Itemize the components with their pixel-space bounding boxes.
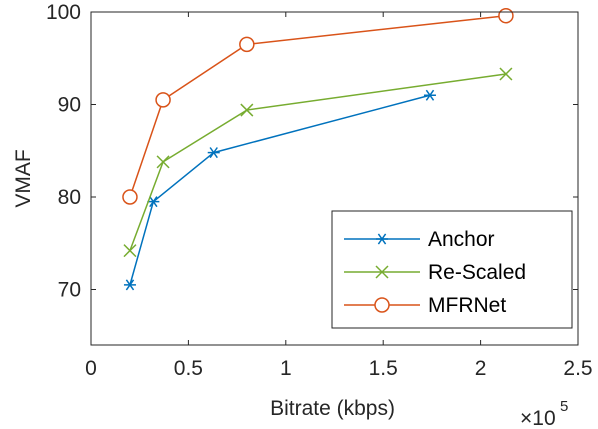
data-point-anchor: [147, 196, 160, 208]
series-line-mfrnet: [129, 14, 507, 198]
data-point-mfrnet: [239, 36, 255, 53]
x-exponent-power: 5: [560, 398, 568, 415]
legend-label-anchor: Anchor: [428, 228, 495, 251]
x-tick-label: 2: [475, 357, 487, 380]
plot-frame: [90, 11, 579, 346]
y-axis-label: VMAF: [12, 149, 35, 207]
data-point-mfrnet: [155, 92, 171, 108]
legend-marker-re-scaled: [375, 265, 389, 279]
axis-ticks: 0 0.5 1 1.5 2 2.5 70 80 90 100: [46, 1, 593, 380]
series-anchor: [123, 89, 436, 291]
x-tick-label: 0.5: [174, 357, 203, 380]
data-point-anchor: [423, 89, 436, 101]
data-point-anchor: [123, 279, 136, 291]
legend-item-anchor: Anchor: [344, 228, 495, 251]
x-tick-label: 2.5: [563, 357, 592, 380]
y-tick-label: 100: [46, 1, 81, 24]
x-exponent-base: ×10: [520, 407, 556, 429]
y-tick-label: 70: [58, 279, 81, 302]
data-point-mfrnet: [498, 7, 514, 24]
data-point-re-scaled: [156, 155, 170, 169]
x-tick-label: 0: [85, 357, 97, 380]
legend-label-mfrnet: MFRNet: [428, 294, 506, 317]
legend-marker-anchor: [376, 233, 388, 245]
data-point-anchor: [207, 147, 220, 159]
legend-item-re-scaled: Re-Scaled: [344, 261, 526, 284]
y-tick-label: 80: [58, 186, 81, 209]
series-line-anchor: [129, 94, 431, 286]
x-tick-label: 1: [280, 357, 292, 380]
data-point-mfrnet: [122, 189, 138, 205]
legend-label-re-scaled: Re-Scaled: [428, 261, 526, 284]
legend-item-mfrnet: MFRNet: [344, 294, 506, 317]
data-point-re-scaled: [499, 67, 513, 81]
series-line-re-scaled: [129, 73, 507, 251]
x-axis-label: Bitrate (kbps): [270, 397, 395, 420]
x-tick-label: 1.5: [369, 357, 398, 380]
legend-marker-mfrnet: [374, 297, 390, 313]
series-re-scaled: [123, 67, 513, 258]
y-tick-label: 90: [58, 94, 81, 117]
legend-box: [331, 210, 573, 329]
data-point-re-scaled: [240, 103, 254, 117]
legend: Anchor Re-Scaled MFRNet: [331, 210, 573, 329]
x-axis-exponent: ×10 5: [520, 398, 568, 429]
data-point-re-scaled: [123, 244, 137, 258]
